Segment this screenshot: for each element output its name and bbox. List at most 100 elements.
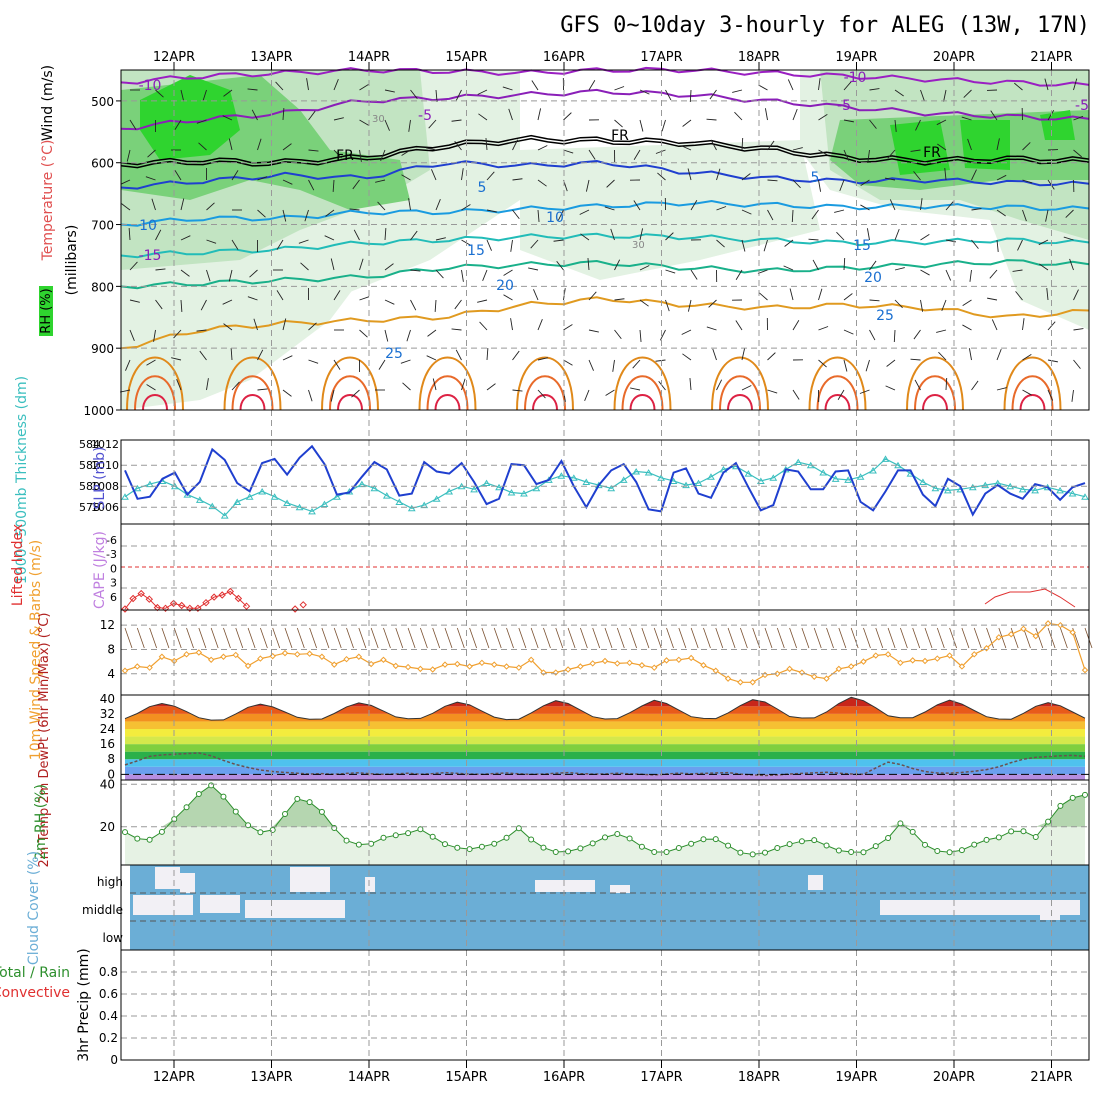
- thickness-point: [283, 499, 291, 506]
- wind-barb: [176, 379, 182, 391]
- rh2m-point: [712, 836, 719, 843]
- wind-barb: [180, 235, 191, 241]
- wind-barb: [428, 119, 437, 129]
- wind-speed-point: [195, 649, 203, 656]
- wind-barb: [843, 258, 846, 271]
- boundary-layer-contour: [532, 394, 558, 411]
- wind-barb: [843, 81, 852, 91]
- wind-barb: [333, 290, 341, 301]
- surface-wind-barb: [149, 627, 157, 649]
- wind-barb: [563, 359, 573, 366]
- grid-lines: [121, 70, 1089, 1060]
- wind-barb: [180, 299, 183, 312]
- wind-barb: [1073, 78, 1078, 91]
- boundary-layer-contour: [719, 375, 761, 411]
- wind-barb: [333, 117, 344, 121]
- li-tick-label: 3: [110, 577, 117, 590]
- thickness-point: [233, 498, 242, 505]
- wind-barb: [533, 289, 539, 301]
- wind-barb: [763, 239, 768, 252]
- wind-speed-point: [564, 666, 572, 673]
- thickness-point: [744, 470, 753, 477]
- temp-color-band: [125, 759, 1085, 767]
- thickness-point: [582, 478, 591, 485]
- rh2m-point: [811, 837, 818, 844]
- wind-barb: [936, 329, 947, 333]
- surface-wind-barb: [284, 627, 293, 649]
- wind-barb: [512, 350, 520, 361]
- wind-barb: [690, 200, 698, 211]
- wind-barb: [843, 329, 854, 335]
- wind-speed-point: [1007, 631, 1015, 638]
- wind-speed-point: [454, 660, 461, 668]
- date-label-top: 17APR: [640, 50, 682, 65]
- li-point: [218, 591, 226, 599]
- wind-barb: [941, 299, 947, 312]
- wind-barb: [843, 119, 854, 123]
- cloud-cover-fill: [180, 873, 195, 893]
- thickness-point: [607, 484, 616, 492]
- wind-speed-point: [909, 657, 916, 664]
- wind-barb: [153, 329, 156, 342]
- wind-barb: [401, 149, 411, 156]
- wind-barb: [282, 209, 287, 222]
- wind-barb: [792, 320, 800, 331]
- wind-barb: [811, 209, 819, 220]
- wind-barb: [384, 228, 387, 241]
- li-point: [234, 594, 243, 603]
- wind-barb: [968, 348, 972, 361]
- wind-barb: [818, 179, 822, 192]
- temp-color-band: [125, 736, 1085, 745]
- surface-wind-barb: [296, 627, 305, 649]
- wind-barb: [247, 88, 258, 91]
- rh2m-point: [552, 849, 559, 856]
- rh2m-point: [762, 849, 768, 856]
- wind-barb: [1069, 258, 1074, 271]
- wind-barb: [783, 265, 794, 271]
- wind-barb: [426, 355, 437, 361]
- pressure-tick-label: 600: [91, 157, 114, 171]
- surface-wind-barb: [850, 627, 859, 649]
- boundary-layer-contour: [321, 356, 379, 411]
- slp-tick-label: 1006: [91, 501, 119, 514]
- wind-barb: [989, 269, 998, 279]
- boundary-layer-contour: [629, 394, 656, 411]
- wind-barb: [579, 209, 590, 215]
- wind-barb: [584, 389, 590, 401]
- rh2m-point: [195, 791, 202, 798]
- cloud-cover-fill: [365, 877, 375, 892]
- wind-barb: [784, 239, 794, 247]
- wind-barb: [173, 329, 182, 339]
- wind-speed-point: [872, 652, 879, 659]
- wind-barb: [1046, 288, 1049, 301]
- rh2m-point: [958, 847, 965, 854]
- wind-barb: [330, 389, 335, 402]
- wind-barb: [869, 299, 880, 302]
- rh2m-point: [651, 849, 658, 856]
- boundary-layer-contour: [329, 375, 371, 411]
- surface-wind-barb: [444, 627, 453, 649]
- wind-speed-point: [614, 660, 621, 667]
- rh2m-point: [1008, 828, 1015, 835]
- date-label-bottom: 19APR: [835, 1070, 877, 1085]
- wind-barb: [630, 387, 641, 391]
- wind-barb: [351, 389, 360, 398]
- thickness-point: [308, 507, 316, 515]
- date-label-top: 14APR: [348, 50, 390, 65]
- thickness-point: [881, 455, 890, 462]
- wind-barb: [614, 119, 623, 128]
- wind-barb: [247, 296, 258, 301]
- wind-barb: [230, 348, 233, 361]
- surface-wind-barb: [1060, 627, 1068, 649]
- rh2m-point: [146, 836, 153, 843]
- wind-speed-point: [503, 663, 510, 670]
- wind-barb: [408, 198, 411, 211]
- wind-barb: [604, 206, 615, 211]
- rh2m-point: [417, 826, 424, 833]
- wind-barb: [180, 89, 185, 102]
- wind-barb: [146, 384, 156, 391]
- rh2m-point: [774, 845, 781, 851]
- wind-barb: [257, 176, 268, 181]
- panel-frame: [120, 69, 1090, 411]
- wind-barb: [920, 233, 930, 241]
